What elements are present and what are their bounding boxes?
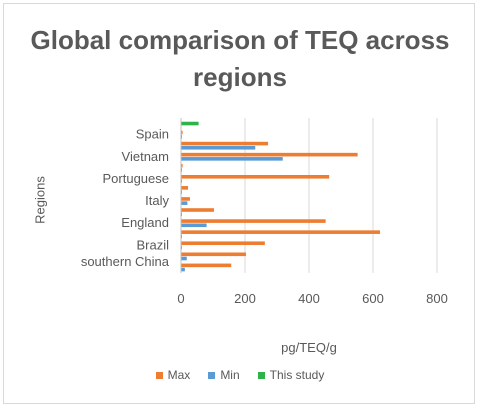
bar-min-9 <box>181 223 207 228</box>
category-label: England <box>121 215 169 230</box>
x-tick-label: 200 <box>234 291 256 306</box>
bar-max-2 <box>181 141 269 146</box>
category-label: Portuguese <box>103 171 170 186</box>
legend-label: Min <box>220 368 240 382</box>
bar-max-1 <box>181 130 183 135</box>
bar-min-2 <box>181 145 256 150</box>
category-label: Italy <box>145 193 169 208</box>
chart-title: Global comparison of TEQ across regions <box>0 22 480 96</box>
x-tick-label: 400 <box>298 291 320 306</box>
bar-max-6 <box>181 186 189 190</box>
gridlines <box>244 118 438 273</box>
category-labels: Spain Vietnam Portuguese Italy England Brazil… <box>81 127 170 269</box>
bar-max-9 <box>181 219 326 223</box>
legend-swatch <box>257 371 265 379</box>
x-axis-label: pg/TEQ/g <box>281 340 337 355</box>
bar-max-12 <box>181 252 246 257</box>
bar-max-10 <box>181 230 381 234</box>
bar-max-5 <box>181 174 330 179</box>
legend-swatch <box>208 371 216 379</box>
bar-max-13 <box>181 263 232 268</box>
bar-this-study-0 <box>181 121 199 126</box>
bars <box>181 121 381 272</box>
bar-min-7 <box>181 201 188 205</box>
bar-max-8 <box>181 208 214 212</box>
x-tick-label: 800 <box>426 291 448 306</box>
bar-max-3 <box>181 152 358 157</box>
bar-max-4 <box>181 163 183 168</box>
x-tick-label: 600 <box>362 291 384 306</box>
bar-max-11 <box>181 241 265 246</box>
category-label: Vietnam <box>122 149 169 164</box>
bar-min-12 <box>181 256 187 261</box>
chart-frame <box>3 3 475 404</box>
category-label: Brazil <box>136 237 169 252</box>
legend-item: Min <box>208 368 240 382</box>
x-tick-labels: 0 200 400 600 800 <box>177 291 447 306</box>
x-tick-label: 0 <box>177 291 184 306</box>
bar-max-7 <box>181 197 190 201</box>
bar-min-13 <box>181 267 185 272</box>
legend-item: Max <box>155 368 191 382</box>
chart-title-text: Global comparison of TEQ across regions <box>30 25 450 92</box>
category-label: Spain <box>136 127 169 142</box>
legend-item: This study <box>257 368 325 382</box>
legend-label: This study <box>269 368 325 382</box>
legend-swatch <box>155 371 163 379</box>
legend-label: Max <box>167 368 191 382</box>
bar-min-3 <box>181 157 283 161</box>
legend: Max Min This study <box>0 368 480 382</box>
category-label: southern China <box>81 254 170 269</box>
